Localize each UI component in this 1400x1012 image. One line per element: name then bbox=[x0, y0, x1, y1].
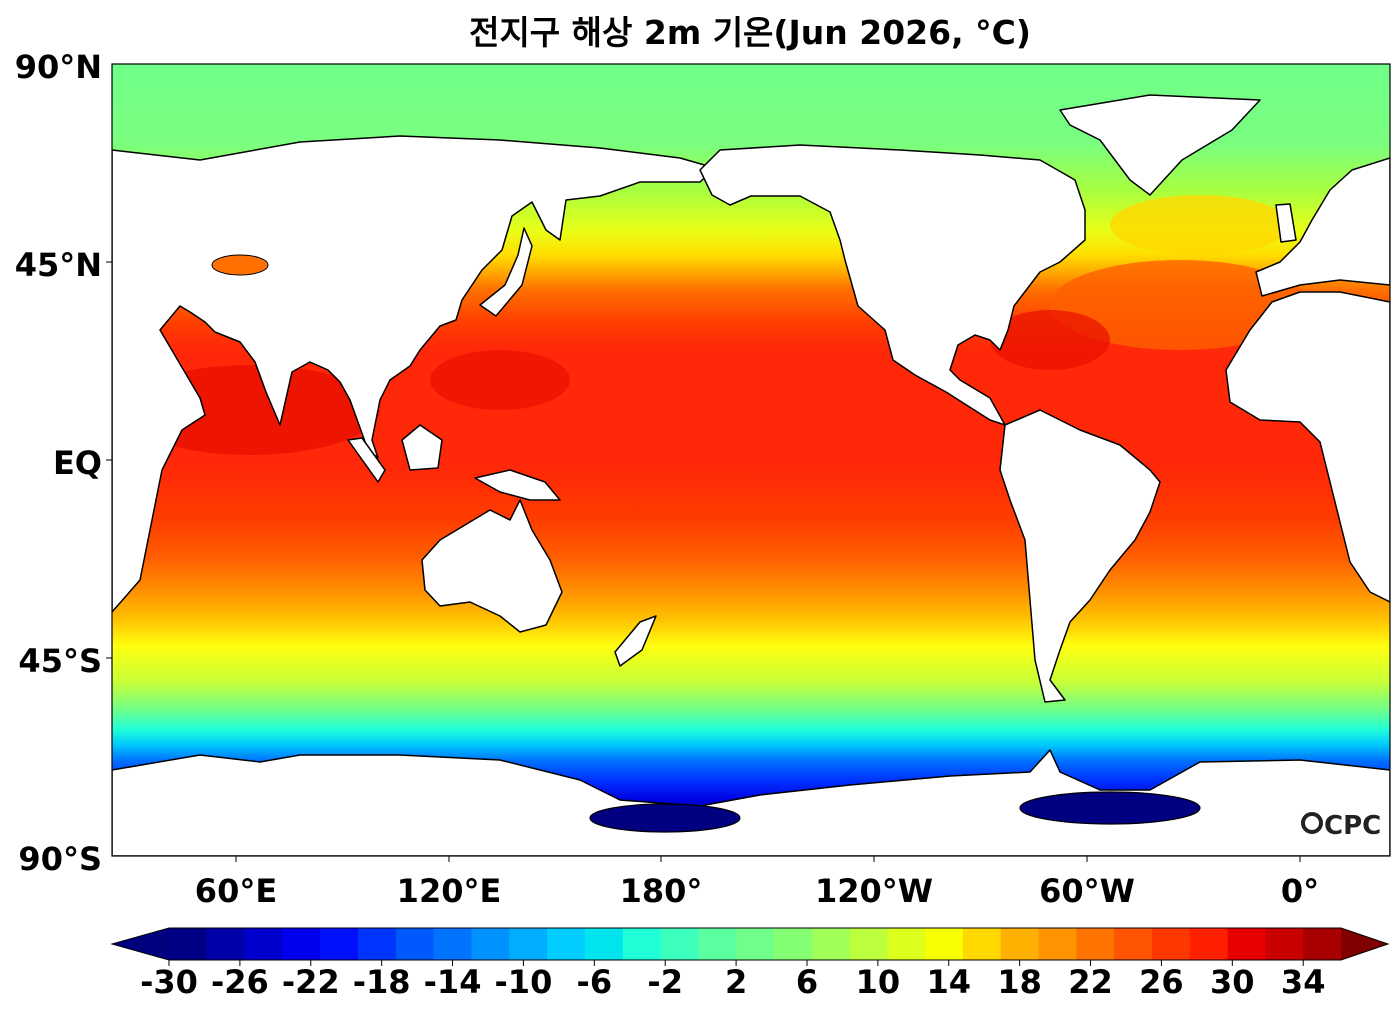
colorbar-tick-label: 6 bbox=[796, 963, 818, 1001]
colorbar-segment bbox=[206, 928, 246, 960]
north-america bbox=[699, 144, 1086, 426]
colorbar-tick-label: 30 bbox=[1210, 963, 1255, 1001]
weddell-sea bbox=[1019, 791, 1201, 825]
map-title: 전지구 해상 2m 기온(Jun 2026, °C) bbox=[469, 13, 1031, 52]
north-atlantic-mid bbox=[1110, 195, 1290, 255]
lat-label: 90°S bbox=[18, 840, 102, 878]
lon-label: 0° bbox=[1281, 872, 1319, 910]
colorbar-tick-label: 2 bbox=[725, 963, 747, 1001]
logo-text: CPC bbox=[1324, 811, 1381, 841]
colorbar-segment bbox=[1303, 928, 1342, 960]
colorbar-segment bbox=[811, 928, 851, 960]
colorbar-tick-label: -6 bbox=[577, 963, 613, 1001]
africa-west bbox=[1225, 291, 1390, 603]
colorbar-tick-label: 22 bbox=[1068, 963, 1113, 1001]
colorbar-tick-label: -30 bbox=[140, 963, 198, 1001]
colorbar-segment bbox=[244, 928, 283, 960]
map-area bbox=[112, 64, 1390, 856]
colorbar-under-arrow bbox=[112, 928, 169, 960]
lon-ticks bbox=[235, 856, 1301, 862]
colorbar-segment bbox=[584, 928, 624, 960]
eurasia-africa-east bbox=[112, 135, 716, 613]
great-britain bbox=[1275, 203, 1297, 243]
borneo bbox=[401, 424, 443, 471]
ross-sea bbox=[589, 803, 741, 833]
colorbar-segment bbox=[660, 928, 699, 960]
colorbar-segment bbox=[1151, 928, 1191, 960]
colorbar-segment bbox=[849, 928, 888, 960]
colorbar-segment bbox=[622, 928, 661, 960]
colorbar-segment bbox=[1265, 928, 1304, 960]
colorbar-over-arrow bbox=[1341, 928, 1388, 960]
colorbar-segment bbox=[1076, 928, 1115, 960]
lat-label: 45°S bbox=[18, 642, 102, 680]
colorbar-segment bbox=[320, 928, 359, 960]
south-america bbox=[999, 409, 1161, 703]
lat-label: EQ bbox=[53, 444, 102, 482]
lon-label: 120°E bbox=[397, 872, 502, 910]
colorbar-segment bbox=[1114, 928, 1153, 960]
lon-label: 60°E bbox=[195, 872, 277, 910]
lon-label: 120°W bbox=[815, 872, 933, 910]
lon-label: 60°W bbox=[1039, 872, 1135, 910]
lat-ticks bbox=[106, 261, 112, 659]
lat-label: 90°N bbox=[15, 48, 102, 86]
cpc-logo: CPC bbox=[1301, 811, 1381, 841]
colorbar-segment bbox=[1227, 928, 1266, 960]
colorbar-tick-label: -10 bbox=[495, 963, 553, 1001]
antarctica bbox=[112, 749, 1390, 856]
japan bbox=[479, 227, 533, 317]
colorbar-segment bbox=[169, 928, 208, 960]
colorbar-tick-label: -26 bbox=[211, 963, 269, 1001]
colorbar bbox=[110, 927, 1390, 961]
colorbar-segment bbox=[773, 928, 813, 960]
colorbar-segment bbox=[962, 928, 1002, 960]
colorbar-segment bbox=[1038, 928, 1077, 960]
colorbar-segment bbox=[547, 928, 586, 960]
black-sea bbox=[211, 254, 269, 276]
colorbar-tick-label: 10 bbox=[856, 963, 901, 1001]
colorbar-tick-label: 18 bbox=[997, 963, 1042, 1001]
lat-label: 45°N bbox=[15, 246, 102, 284]
colorbar-tick-label: -18 bbox=[353, 963, 411, 1001]
europe bbox=[1255, 157, 1390, 297]
colorbar-ticks: -30 -26 -22 -18 -14 -10 -6 -2 2 6 10 14 18 22 26 30 34 bbox=[140, 960, 1325, 1001]
sumatra bbox=[347, 437, 386, 483]
new-guinea bbox=[474, 469, 561, 501]
colorbar-segment bbox=[509, 928, 548, 960]
colorbar-segment bbox=[1189, 928, 1229, 960]
lat-axis: 90°N 45°N EQ 45°S 90°S bbox=[15, 48, 112, 878]
colorbar-tick-label: -22 bbox=[282, 963, 340, 1001]
colorbar-segment bbox=[736, 928, 775, 960]
colorbar-segment bbox=[282, 928, 321, 960]
colorbar-segment bbox=[358, 928, 397, 960]
colorbar-segment bbox=[925, 928, 964, 960]
warm-pool bbox=[430, 350, 570, 410]
colorbar-segment bbox=[433, 928, 472, 960]
colorbar-segment bbox=[395, 928, 435, 960]
colorbar-tick-label: 34 bbox=[1281, 963, 1326, 1001]
caribbean-warm bbox=[990, 310, 1110, 370]
wave-globe-icon bbox=[1301, 812, 1323, 834]
greenland bbox=[1059, 94, 1261, 196]
colorbar-tick-label: -14 bbox=[424, 963, 482, 1001]
colorbar-segment bbox=[471, 928, 510, 960]
colorbar-segment bbox=[1000, 928, 1040, 960]
north-atlantic-warm bbox=[1050, 260, 1310, 350]
new-zealand bbox=[614, 615, 657, 667]
colorbar-tick-label: 14 bbox=[926, 963, 971, 1001]
lon-label: 180° bbox=[620, 872, 703, 910]
lon-axis: 60°E 120°E 180° 120°W 60°W 0° bbox=[195, 856, 1319, 910]
colorbar-segment bbox=[698, 928, 737, 960]
colorbar-segment bbox=[887, 928, 926, 960]
colorbar-tick-label: -2 bbox=[647, 963, 683, 1001]
australia bbox=[421, 499, 563, 633]
colorbar-tick-label: 26 bbox=[1139, 963, 1184, 1001]
